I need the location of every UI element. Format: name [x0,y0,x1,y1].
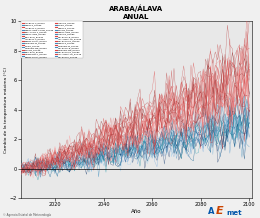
Text: © Agencia Estatal de Meteorología: © Agencia Estatal de Meteorología [3,213,51,217]
X-axis label: Año: Año [131,209,142,214]
Title: ARABA/ÁLAVA
ANUAL: ARABA/ÁLAVA ANUAL [109,4,163,20]
Text: met: met [226,210,242,216]
Text: A: A [208,207,214,216]
Legend: ACCESS1.0_RCP45, MIROC5_RCP85, ACCESS1.3_RCP45, MIROC-ESM-CHEM_RCP85, BCC-CSM1.1: ACCESS1.0_RCP45, MIROC5_RCP85, ACCESS1.3… [21,21,83,58]
Text: E: E [216,206,223,216]
Y-axis label: Cambio de la temperatura máxima (°C): Cambio de la temperatura máxima (°C) [4,67,8,153]
